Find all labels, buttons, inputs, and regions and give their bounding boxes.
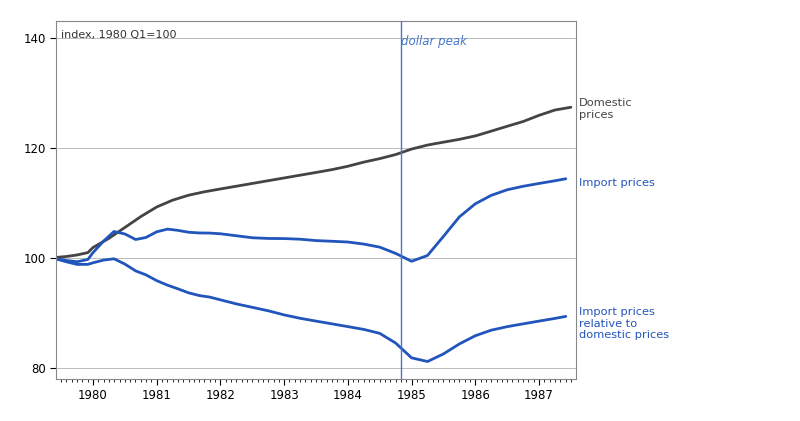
- Text: Domestic
prices: Domestic prices: [579, 99, 633, 120]
- Text: Import prices
relative to
domestic prices: Import prices relative to domestic price…: [579, 307, 670, 341]
- Text: Import prices: Import prices: [579, 179, 655, 189]
- Text: index, 1980 Q1=100: index, 1980 Q1=100: [62, 30, 177, 40]
- Text: dollar peak: dollar peak: [401, 35, 466, 48]
